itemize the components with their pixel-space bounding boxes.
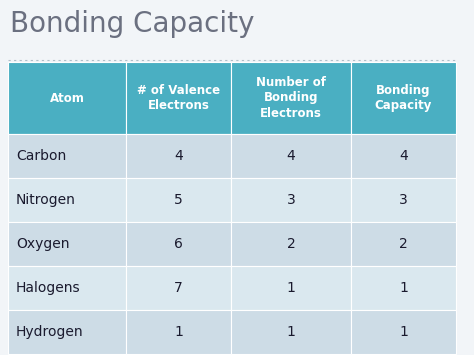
Text: # of Valence
Electrons: # of Valence Electrons xyxy=(137,84,220,112)
Text: 1: 1 xyxy=(287,281,295,295)
Text: 1: 1 xyxy=(287,325,295,339)
Bar xyxy=(126,310,231,354)
Bar xyxy=(231,62,351,134)
Text: 5: 5 xyxy=(174,193,183,207)
Text: 3: 3 xyxy=(399,193,408,207)
Bar xyxy=(8,310,126,354)
Bar xyxy=(351,222,456,266)
Bar xyxy=(231,134,351,178)
Bar xyxy=(351,266,456,310)
Text: 4: 4 xyxy=(399,149,408,163)
Bar xyxy=(351,62,456,134)
Text: 3: 3 xyxy=(287,193,295,207)
Bar xyxy=(8,266,126,310)
Bar xyxy=(126,62,231,134)
Text: Oxygen: Oxygen xyxy=(16,237,70,251)
Text: 2: 2 xyxy=(287,237,295,251)
Bar xyxy=(351,178,456,222)
Text: 4: 4 xyxy=(287,149,295,163)
Text: 1: 1 xyxy=(174,325,183,339)
Text: Halogens: Halogens xyxy=(16,281,81,295)
Bar xyxy=(231,222,351,266)
Bar xyxy=(126,266,231,310)
Text: 2: 2 xyxy=(399,237,408,251)
Bar xyxy=(231,178,351,222)
Bar xyxy=(8,178,126,222)
Text: Number of
Bonding
Electrons: Number of Bonding Electrons xyxy=(256,76,326,120)
Bar xyxy=(126,178,231,222)
Text: Nitrogen: Nitrogen xyxy=(16,193,76,207)
Text: Atom: Atom xyxy=(50,92,84,104)
Bar xyxy=(351,310,456,354)
Bar xyxy=(8,222,126,266)
Bar xyxy=(126,134,231,178)
Text: 6: 6 xyxy=(174,237,183,251)
Bar xyxy=(351,134,456,178)
Bar xyxy=(8,62,126,134)
Bar xyxy=(231,266,351,310)
Text: Hydrogen: Hydrogen xyxy=(16,325,83,339)
Text: 1: 1 xyxy=(399,325,408,339)
Bar xyxy=(8,134,126,178)
Text: 4: 4 xyxy=(174,149,183,163)
Bar xyxy=(126,222,231,266)
Text: Bonding
Capacity: Bonding Capacity xyxy=(375,84,432,112)
Text: 7: 7 xyxy=(174,281,183,295)
Bar xyxy=(231,310,351,354)
Text: Carbon: Carbon xyxy=(16,149,66,163)
Text: Bonding Capacity: Bonding Capacity xyxy=(10,10,255,38)
Text: 1: 1 xyxy=(399,281,408,295)
